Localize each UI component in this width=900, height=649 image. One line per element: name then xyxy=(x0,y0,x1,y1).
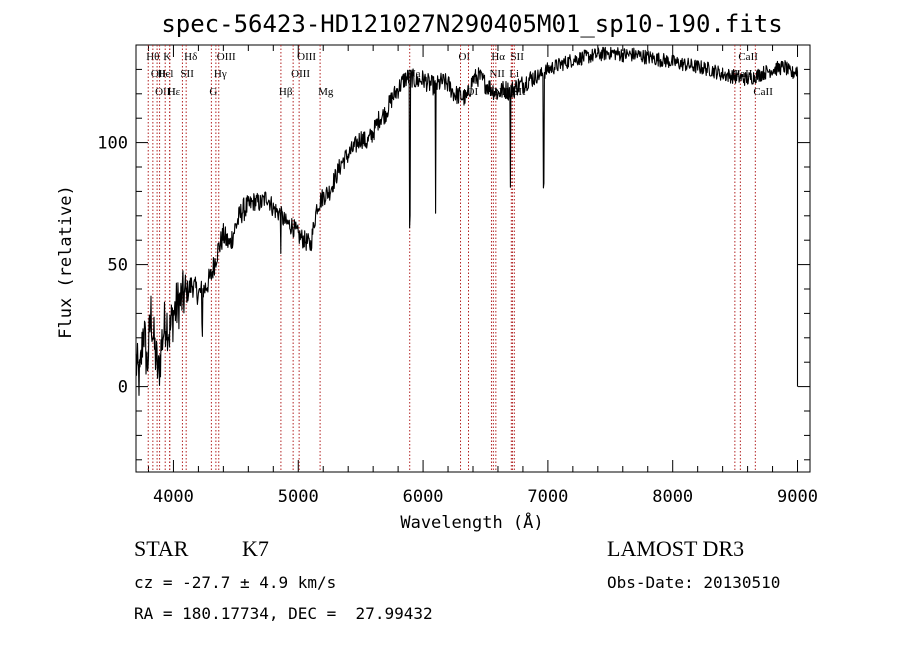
line-marker-label: SII xyxy=(510,51,524,63)
line-marker-label: CaII xyxy=(738,51,758,63)
line-marker-label: OII xyxy=(151,68,167,80)
line-marker-label: OIII xyxy=(217,51,236,63)
x-axis-label: Wavelength (Å) xyxy=(400,511,543,533)
survey-name: LAMOST DR3 xyxy=(607,536,745,561)
line-marker-label: G xyxy=(209,86,217,98)
line-marker-label: K xyxy=(163,51,171,63)
line-marker-label: OI xyxy=(459,51,471,63)
line-marker-label: NII xyxy=(489,68,505,80)
x-tick-label: 9000 xyxy=(777,487,818,507)
line-marker-label: Hα xyxy=(491,51,505,63)
line-marker-label: Hγ xyxy=(214,68,227,80)
line-marker-label: Hδ xyxy=(184,51,197,63)
x-tick-label: 5000 xyxy=(278,487,319,507)
x-tick-label: 4000 xyxy=(153,487,194,507)
x-tick-label: 6000 xyxy=(403,487,444,507)
object-class: STAR xyxy=(134,536,189,561)
y-axis-label: Flux (relative) xyxy=(56,185,76,339)
chart-title: spec-56423-HD121027N290405M01_sp10-190.f… xyxy=(161,10,782,38)
line-marker-label: Mg xyxy=(318,86,334,98)
y-tick-label: 100 xyxy=(97,134,128,154)
line-marker-label: CaII xyxy=(753,86,773,98)
object-subclass: K7 xyxy=(242,536,269,561)
plot-frame xyxy=(135,44,811,473)
observation-date: Obs-Date: 20130510 xyxy=(607,573,781,592)
line-marker-label: Hβ xyxy=(279,86,293,98)
line-marker-label: SII xyxy=(180,68,194,80)
plot-area: 400050006000700080009000050100HθOIIOIIHe… xyxy=(97,44,818,507)
line-marker-label: OIII xyxy=(291,68,310,80)
x-tick-label: 7000 xyxy=(527,487,568,507)
line-marker-label: H xyxy=(168,86,176,98)
line-marker-label: OII xyxy=(155,86,171,98)
line-marker-label: OIII xyxy=(297,51,316,63)
y-tick-label: 0 xyxy=(118,378,128,398)
y-tick-label: 50 xyxy=(108,256,128,276)
x-tick-label: 8000 xyxy=(652,487,693,507)
coordinates: RA = 180.17734, DEC = 27.99432 xyxy=(134,604,433,623)
line-marker-label: OI xyxy=(467,86,479,98)
redshift-velocity: cz = -27.7 ± 4.9 km/s xyxy=(134,573,337,592)
line-marker-label: Hε xyxy=(168,86,181,98)
spectrum-line xyxy=(135,46,799,396)
